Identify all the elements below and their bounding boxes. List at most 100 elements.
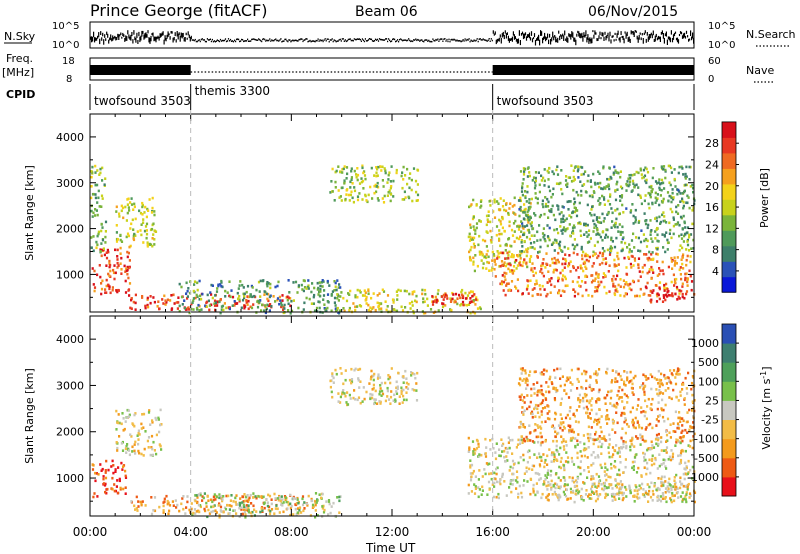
scatter-cell [206, 293, 209, 297]
scatter-cell [617, 269, 620, 273]
scatter-cell [657, 401, 660, 404]
noise-sample [333, 39, 335, 41]
scatter-cell [569, 234, 572, 238]
scatter-cell [617, 263, 620, 266]
scatter-cell [541, 271, 544, 275]
scatter-cell [365, 295, 368, 299]
scatter-cell [610, 207, 613, 210]
scatter-cell [339, 401, 342, 404]
scatter-cell [529, 241, 533, 245]
scatter-cell [121, 449, 125, 452]
scatter-cell [400, 386, 403, 390]
scatter-cell [536, 424, 539, 427]
scatter-cell [96, 213, 99, 217]
scatter-cell [515, 487, 518, 490]
noise-sample [561, 35, 563, 39]
scatter-cell [526, 185, 529, 188]
scatter-cell [126, 211, 129, 215]
scatter-cell [614, 380, 617, 384]
noise-sample [394, 38, 396, 41]
scatter-cell [114, 248, 117, 252]
scatter-cell [534, 176, 537, 180]
scatter-cell [509, 465, 512, 469]
scatter-cell [677, 171, 680, 175]
scatter-cell [553, 256, 556, 260]
scatter-cell [525, 214, 528, 218]
scatter-cell [147, 411, 151, 414]
scatter-cell [659, 379, 663, 382]
scatter-cell [354, 294, 357, 297]
scatter-cell [507, 237, 511, 240]
scatter-cell [562, 464, 566, 467]
scatter-cell [301, 497, 304, 501]
scatter-cell [249, 493, 252, 497]
scatter-cell [544, 398, 548, 401]
scatter-cell [373, 372, 376, 376]
noise-sample [310, 40, 312, 43]
scatter-cell [604, 417, 608, 421]
scatter-cell [498, 265, 501, 268]
scatter-cell [585, 393, 588, 397]
scatter-cell [421, 288, 424, 292]
scatter-cell [541, 232, 545, 235]
noise-sample [157, 35, 159, 39]
scatter-cell [270, 305, 273, 308]
scatter-cell [112, 271, 116, 275]
scatter-cell [611, 404, 614, 408]
scatter-cell [122, 216, 125, 220]
scatter-cell [677, 369, 680, 373]
scatter-cell [137, 449, 140, 453]
scatter-cell [651, 397, 654, 401]
noise-sample [605, 35, 607, 41]
scatter-cell [664, 449, 667, 452]
scatter-cell [478, 454, 481, 458]
scatter-cell [393, 308, 396, 311]
scatter-cell [598, 388, 601, 392]
noise-sample [584, 34, 586, 38]
scatter-cell [630, 439, 633, 443]
scatter-cell [625, 266, 628, 269]
scatter-cell [674, 223, 677, 226]
scatter-cell [376, 301, 379, 305]
scatter-cell [553, 368, 556, 372]
scatter-cell [92, 211, 95, 215]
scatter-cell [623, 383, 626, 386]
scatter-cell [604, 396, 607, 400]
scatter-cell [255, 288, 258, 292]
scatter-cell [629, 282, 632, 286]
scatter-cell [283, 303, 286, 307]
scatter-cell [105, 291, 108, 294]
scatter-cell [186, 289, 189, 293]
noise-sample [479, 38, 481, 40]
scatter-cell [376, 377, 380, 380]
scatter-cell [523, 211, 526, 214]
scatter-cell [644, 439, 648, 443]
scatter-cell [464, 291, 467, 295]
scatter-cell [260, 309, 263, 312]
scatter-cell [100, 222, 103, 226]
noise-sample [661, 30, 663, 35]
scatter-cell [586, 179, 589, 183]
noise-sample [603, 36, 605, 41]
scatter-cell [92, 235, 95, 238]
scatter-cell [507, 211, 510, 215]
scatter-cell [323, 508, 326, 512]
scatter-cell [687, 459, 690, 463]
scatter-cell [222, 308, 225, 312]
scatter-cell [642, 451, 645, 455]
scatter-cell [656, 467, 659, 470]
scatter-cell [95, 246, 98, 250]
scatter-cell [130, 298, 133, 302]
scatter-cell [415, 382, 418, 385]
scatter-cell [193, 280, 197, 283]
noise-tick-left-bottom: 10^0 [52, 40, 79, 51]
scatter-cell [305, 502, 309, 505]
scatter-cell [124, 474, 127, 478]
scatter-cell [247, 307, 250, 311]
scatter-cell [521, 193, 524, 197]
scatter-cell [382, 201, 386, 204]
scatter-cell [263, 506, 266, 510]
scatter-cell [90, 170, 93, 173]
scatter-cell [601, 252, 605, 255]
scatter-cell [290, 309, 294, 313]
